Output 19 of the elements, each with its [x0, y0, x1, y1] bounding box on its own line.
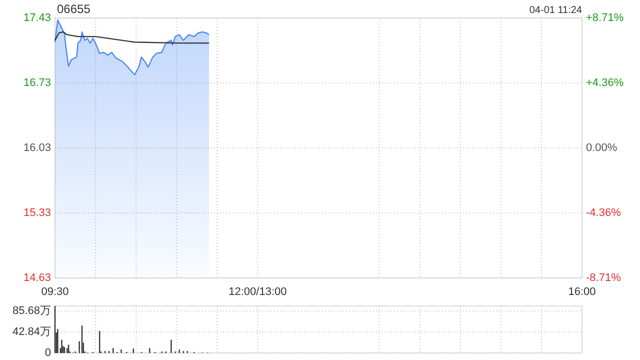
chart-title: 06655	[57, 2, 91, 16]
y-tick-label: 16.03	[23, 142, 51, 154]
y2-tick-label: +4.36%	[586, 76, 624, 89]
y-tick-label: 85.68万	[12, 304, 51, 317]
y2-tick-label: -8.71%	[586, 272, 622, 284]
y-tick-label: 0	[44, 346, 51, 359]
x-tick-label: 16:00	[568, 286, 596, 298]
y2-tick-label: -4.36%	[586, 206, 622, 219]
line-series	[54, 31, 210, 44]
y-tick-label: 16.73	[23, 76, 51, 89]
y-tick-label: 17.43	[23, 12, 51, 24]
y-tick-label: 42.84万	[12, 326, 51, 338]
x-tick-label: 12:00/13:00	[228, 286, 287, 298]
y-tick-label: 14.63	[23, 272, 51, 284]
x-tick-label: 09:30	[41, 286, 69, 298]
text: 04-01 11:24	[529, 5, 582, 16]
y2-tick-label: 0.00%	[586, 142, 618, 154]
y2-tick-label: +8.71%	[586, 12, 624, 24]
y-tick-label: 15.33	[23, 206, 51, 219]
